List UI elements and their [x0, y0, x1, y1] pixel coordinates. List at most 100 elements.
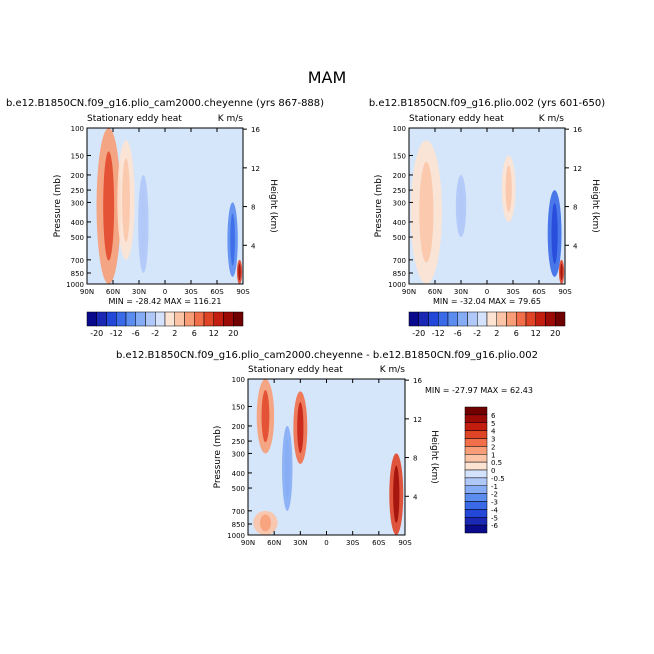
x-tick-label: 0: [485, 288, 489, 296]
contour-core-4: [560, 263, 563, 281]
y-right-tick-label: 16: [573, 126, 582, 134]
x-tick-label: 30S: [184, 288, 198, 296]
colorbar-swatch: [477, 311, 488, 327]
colorbar-label: -2: [473, 329, 481, 338]
colorbar-swatch: [464, 477, 488, 486]
y-tick-label: 1000: [227, 532, 245, 540]
colorbar-swatch: [506, 311, 517, 327]
colorbar-label: 4: [491, 428, 496, 436]
colorbar-swatch: [464, 446, 488, 455]
y-tick-label: 400: [71, 219, 84, 227]
contour-core-0: [103, 151, 115, 261]
colorbar-swatch: [106, 311, 117, 327]
y-tick-label: 850: [71, 270, 84, 278]
colorbar-swatch: [194, 311, 205, 327]
stats-label: MIN = -27.97 MAX = 62.43: [425, 386, 533, 395]
colorbar-swatch: [86, 311, 97, 327]
x-tick-label: 30N: [293, 539, 307, 547]
x-tick-label: 90N: [402, 288, 416, 296]
panel-right: b.e12.B1850CN.f09_g16.plio.002 (yrs 601-…: [369, 98, 605, 338]
contour-core-1: [122, 158, 130, 242]
colorbar-swatch: [116, 311, 127, 327]
contour-core-1: [458, 184, 464, 228]
y-tick-label: 850: [232, 521, 245, 529]
colorbar-label: -1: [491, 483, 498, 491]
panel-title: b.e12.B1850CN.f09_g16.plio_cam2000.cheye…: [6, 98, 324, 109]
y-right-tick-label: 4: [413, 493, 418, 501]
x-tick-label: 60N: [428, 288, 442, 296]
colorbar-swatch: [464, 517, 488, 526]
contour-core-3: [551, 203, 558, 264]
colorbar-swatch: [184, 311, 195, 327]
y-right-tick-label: 8: [573, 204, 577, 212]
panel-units: K m/s: [218, 114, 244, 124]
y-right-tick-label: 8: [251, 204, 255, 212]
colorbar-label: -12: [432, 329, 445, 338]
x-tick-label: 30N: [454, 288, 468, 296]
y-tick-label: 700: [71, 257, 84, 265]
colorbar-swatch: [464, 454, 488, 463]
y-tick-label: 150: [393, 152, 406, 160]
colorbar-label: 2: [172, 329, 177, 338]
colorbar-swatch: [96, 311, 107, 327]
plot-area: 90N 60N 30N 0 30S 60S 90S 100 150 200 250 300 400 500…: [388, 125, 582, 296]
colorbar-label: 20: [228, 329, 238, 338]
contour-core-2: [140, 189, 146, 259]
y-right-tick-label: 12: [573, 165, 582, 173]
panel-title: b.e12.B1850CN.f09_g16.plio.002 (yrs 601-…: [369, 98, 605, 109]
colorbar-swatch: [464, 485, 488, 494]
colorbar-swatch: [438, 311, 449, 327]
colorbar-swatch: [464, 524, 488, 534]
y-tick-label: 200: [393, 172, 406, 180]
y-tick-label: 700: [393, 257, 406, 265]
colorbar-swatch: [555, 311, 566, 327]
colorbar-swatch: [447, 311, 458, 327]
plot-area: 90N 60N 30N 0 30S 60S 90S 100 150 200 250 300 400 500…: [66, 125, 260, 296]
colorbar-swatch: [125, 311, 136, 327]
panel-subtitle: Stationary eddy heat: [248, 365, 343, 375]
panel-difference: b.e12.B1850CN.f09_g16.plio_cam2000.cheye…: [116, 350, 538, 547]
y-tick-label: 250: [71, 187, 84, 195]
y-right-tick-label: 12: [251, 165, 260, 173]
y-right-tick-label: 16: [251, 126, 260, 134]
colorbar-swatch: [464, 509, 488, 518]
x-tick-label: 0: [324, 539, 328, 547]
colorbar-swatch: [408, 311, 419, 327]
colorbar-label: -6: [132, 329, 140, 338]
colorbar-swatch: [545, 311, 556, 327]
x-tick-label: 30S: [346, 539, 360, 547]
colorbar-swatch: [213, 311, 224, 327]
colorbar-swatch: [516, 311, 527, 327]
colorbar-swatch: [174, 311, 185, 327]
x-tick-label: 90N: [80, 288, 94, 296]
colorbar-swatch: [145, 311, 156, 327]
colorbar-swatch: [525, 311, 536, 327]
colorbar-swatch: [203, 311, 214, 327]
y-tick-label: 300: [71, 199, 84, 207]
colorbar-label: 2: [494, 329, 499, 338]
x-tick-label: 90S: [236, 288, 250, 296]
colorbar-swatch: [233, 311, 244, 327]
y-right-tick-label: 4: [573, 242, 578, 250]
contour-core-0: [261, 390, 270, 443]
colorbar-label: 3: [491, 436, 495, 444]
colorbar-swatch: [464, 461, 488, 471]
colorbar-label: 6: [192, 329, 197, 338]
colorbar-swatch: [464, 414, 488, 423]
panel-title: b.e12.B1850CN.f09_g16.plio_cam2000.cheye…: [116, 350, 538, 361]
y-axis-label: Pressure (mb): [374, 175, 384, 238]
y-tick-label: 500: [393, 234, 406, 242]
x-tick-label: 60S: [532, 288, 546, 296]
y-tick-label: 1000: [388, 281, 406, 289]
panel-left: b.e12.B1850CN.f09_g16.plio_cam2000.cheye…: [6, 98, 324, 338]
colorbar-swatch: [135, 311, 146, 327]
colorbar-swatch: [164, 311, 175, 327]
x-tick-label: 60N: [267, 539, 281, 547]
colorbar-label: 12: [209, 329, 219, 338]
panel-subtitle: Stationary eddy heat: [409, 114, 504, 124]
colorbar-swatch: [496, 311, 507, 327]
panel-units: K m/s: [539, 114, 565, 124]
colorbar-swatch: [467, 311, 478, 327]
colorbar-label: -6: [454, 329, 462, 338]
